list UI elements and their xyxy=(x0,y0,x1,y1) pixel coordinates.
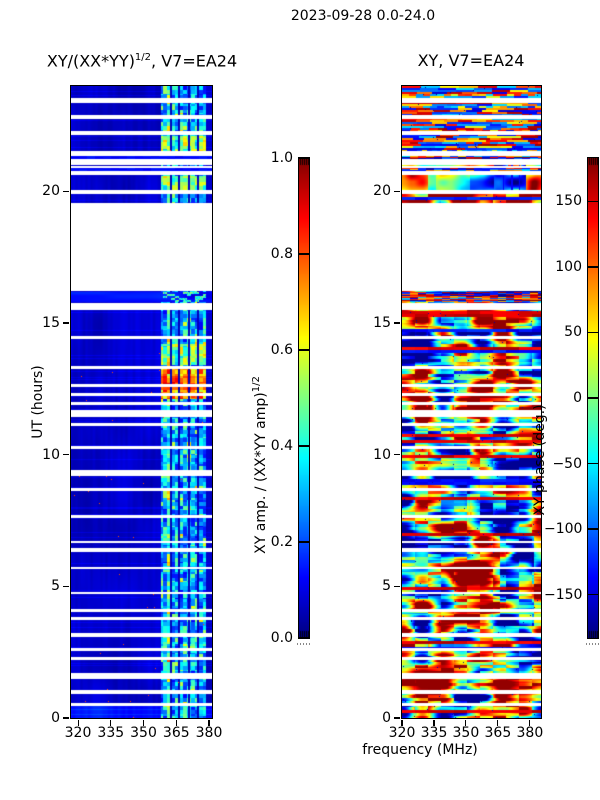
x-axis-label: frequency (MHz) xyxy=(362,742,478,758)
colorbar-tick-mark xyxy=(588,528,598,530)
x-tick-mark xyxy=(175,719,177,726)
colorbar-tick-mark xyxy=(299,253,309,255)
colorbar-tick-label: 0.8 xyxy=(270,246,293,262)
colorbar-tick-label: 1.0 xyxy=(270,150,293,166)
y-tick-label: 15 xyxy=(373,315,391,331)
y-axis-label: UT (hours) xyxy=(29,365,46,439)
colorbar-tick-label: 0.6 xyxy=(270,342,293,358)
y-tick-label: 20 xyxy=(42,183,60,200)
x-tick-mark xyxy=(401,719,403,726)
phase-colorbar-label: XY phase (deg.) xyxy=(531,404,548,516)
colorbar-tick-mark xyxy=(299,637,309,639)
y-tick-label: 0 xyxy=(382,710,391,726)
colorbar-tick-label: −100 xyxy=(544,521,583,538)
x-tick-mark xyxy=(142,719,145,726)
y-tick-mark xyxy=(63,190,69,192)
left-heatmap xyxy=(70,85,212,718)
colorbar-tick-mark xyxy=(299,157,309,159)
x-tick-label: 380 xyxy=(195,725,223,741)
y-tick-label: 0 xyxy=(51,710,60,726)
x-tick-label: 350 xyxy=(130,725,157,741)
right-panel-title: XY, V7=EA24 xyxy=(417,51,525,70)
y-tick-mark xyxy=(394,717,400,719)
x-tick-label: 335 xyxy=(420,725,448,741)
colorbar-tick-mark xyxy=(588,266,598,268)
amp-colorbar-label: XY amp. / (XX*YY amp)1/2 xyxy=(251,376,269,554)
colorbar-tick-label: 100 xyxy=(555,258,582,275)
right-heatmap xyxy=(401,85,541,718)
y-tick-mark xyxy=(394,585,400,587)
colorbar-tick-mark xyxy=(588,331,598,334)
y-tick-mark xyxy=(394,190,400,192)
y-tick-mark xyxy=(394,322,400,324)
x-tick-label: 335 xyxy=(97,725,125,741)
colorbar-tick-mark xyxy=(588,200,598,202)
y-tick-mark xyxy=(63,454,69,456)
colorbar-tick-label: 50 xyxy=(564,324,582,341)
x-tick-mark xyxy=(110,719,112,726)
y-tick-label: 10 xyxy=(42,446,60,463)
y-tick-mark xyxy=(63,585,69,587)
x-tick-label: 365 xyxy=(484,725,512,741)
colorbar-tick-label: 0.2 xyxy=(270,534,293,550)
colorbar-tick-mark xyxy=(588,594,598,596)
x-tick-mark xyxy=(77,719,79,726)
x-tick-mark xyxy=(433,719,435,726)
colorbar-tick-mark xyxy=(588,397,598,399)
x-tick-label: 380 xyxy=(516,725,544,741)
y-tick-label: 10 xyxy=(373,446,391,463)
left-panel-title-text: XY/(XX*YY) xyxy=(46,51,135,71)
y-tick-label: 20 xyxy=(373,183,391,200)
amp-colorbar-label-text: XY amp. / (XX*YY amp) xyxy=(252,392,269,554)
left-panel-title-suffix: , V7=EA24 xyxy=(151,51,238,71)
amp-colorbar-label-sup: 1/2 xyxy=(251,376,263,393)
left-panel-title: XY/(XX*YY)1/2, V7=EA24 xyxy=(47,52,237,71)
colorbar-tick-label: −50 xyxy=(552,455,582,472)
colorbar-tick-label: 0.0 xyxy=(270,630,293,646)
amp-colorbar-frame xyxy=(297,156,310,639)
left-heatmap-frame xyxy=(69,84,213,719)
y-tick-mark xyxy=(63,717,69,719)
phase-colorbar-underflow-dots xyxy=(586,643,599,645)
x-tick-label: 320 xyxy=(64,725,92,741)
right-heatmap-frame xyxy=(400,84,542,719)
x-tick-mark xyxy=(465,719,467,726)
colorbar-tick-label: −150 xyxy=(544,586,583,603)
colorbar-tick-mark xyxy=(588,462,598,465)
colorbar-tick-mark xyxy=(299,349,309,351)
y-tick-label: 5 xyxy=(382,578,391,595)
colorbar-tick-mark xyxy=(299,541,309,543)
colorbar-tick-label: 0 xyxy=(573,390,582,406)
x-tick-label: 365 xyxy=(162,725,190,741)
y-tick-mark xyxy=(63,322,69,324)
y-tick-label: 15 xyxy=(42,315,60,331)
y-tick-label: 5 xyxy=(51,578,60,595)
colorbar-tick-label: 150 xyxy=(555,193,582,210)
figure-title: 2023-09-28 0.0-24.0 xyxy=(290,8,436,24)
left-panel-title-sup: 1/2 xyxy=(134,52,152,63)
colorbar-tick-mark xyxy=(299,445,309,447)
amp-colorbar-underflow-dots xyxy=(297,643,310,645)
x-tick-mark xyxy=(497,719,499,726)
x-tick-mark xyxy=(529,719,531,726)
colorbar-tick-label: 0.4 xyxy=(270,438,293,454)
amp-colorbar xyxy=(298,157,309,638)
x-tick-label: 350 xyxy=(452,725,480,741)
y-tick-mark xyxy=(394,454,400,456)
x-tick-label: 320 xyxy=(388,725,416,741)
x-tick-mark xyxy=(208,719,210,726)
